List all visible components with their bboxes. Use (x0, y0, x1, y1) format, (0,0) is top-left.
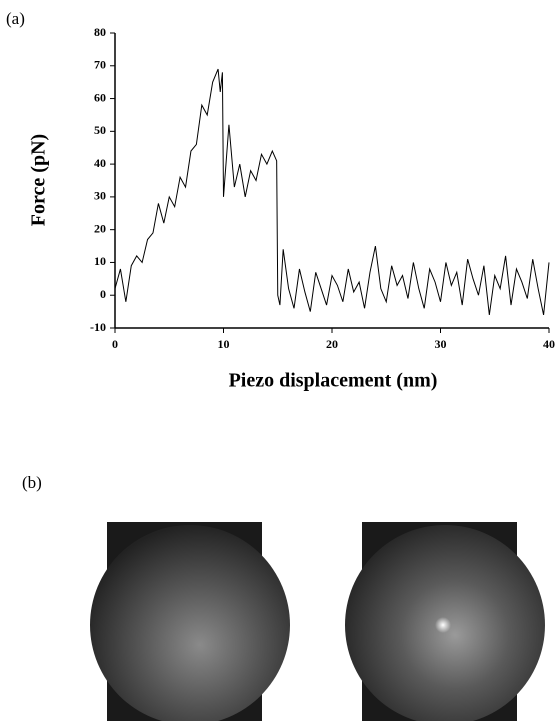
y-tick-label: 30 (94, 189, 106, 203)
x-tick-label: 30 (435, 337, 447, 351)
y-tick-label: 70 (94, 58, 106, 72)
x-tick-label: 20 (326, 337, 338, 351)
y-tick-label: -10 (90, 320, 106, 334)
x-tick-label: 10 (218, 337, 230, 351)
x-tick-label: 40 (543, 337, 555, 351)
panel-label: (b) (22, 473, 42, 492)
force-curve (114, 68, 550, 315)
x-tick-label: 0 (112, 337, 118, 351)
microscopy-image (345, 522, 545, 721)
y-tick-label: 60 (94, 90, 106, 104)
y-tick-label: 40 (94, 156, 106, 170)
y-axis-title: Force (pN) (28, 134, 50, 226)
microscopy-image (90, 522, 290, 721)
y-tick-label: 10 (94, 254, 106, 268)
y-tick-label: 50 (94, 123, 106, 137)
x-axis-title: Piezo displacement (nm) (229, 370, 438, 392)
panel-label: (a) (6, 9, 25, 28)
y-tick-label: 20 (94, 221, 106, 235)
y-tick-label: 80 (94, 25, 106, 39)
y-tick-label: 0 (100, 287, 106, 301)
